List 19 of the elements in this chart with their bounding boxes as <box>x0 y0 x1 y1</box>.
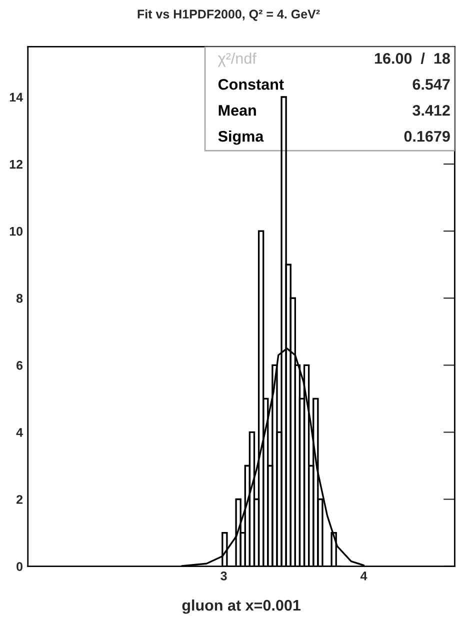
x-tick-label: 3 <box>220 572 227 580</box>
y-tick-label: 0 <box>16 562 23 571</box>
y-tick-label: 12 <box>10 160 23 169</box>
y-tick-label: 2 <box>16 495 23 504</box>
chart-title: Fit vs H1PDF2000, Q² = 4. GeV² <box>138 9 320 21</box>
annotation: 6.547 <box>412 78 450 90</box>
annotation: Constant <box>218 78 284 90</box>
y-tick-label: 8 <box>16 294 23 303</box>
annotation: 0.1679 <box>404 130 450 142</box>
y-tick-label: 14 <box>10 92 23 102</box>
annotation: Mean <box>218 105 256 116</box>
annotation: 16.00 / 18 <box>374 52 450 64</box>
y-tick-label: 10 <box>10 226 23 236</box>
y-tick-label: 4 <box>16 428 23 437</box>
x-axis-title: gluon at x=0.001 <box>182 599 301 614</box>
annotation: Sigma <box>218 130 264 145</box>
annotation: 3.412 <box>412 104 450 116</box>
y-tick-label: 6 <box>16 360 23 370</box>
annotation: χ²/ndf <box>218 52 256 67</box>
